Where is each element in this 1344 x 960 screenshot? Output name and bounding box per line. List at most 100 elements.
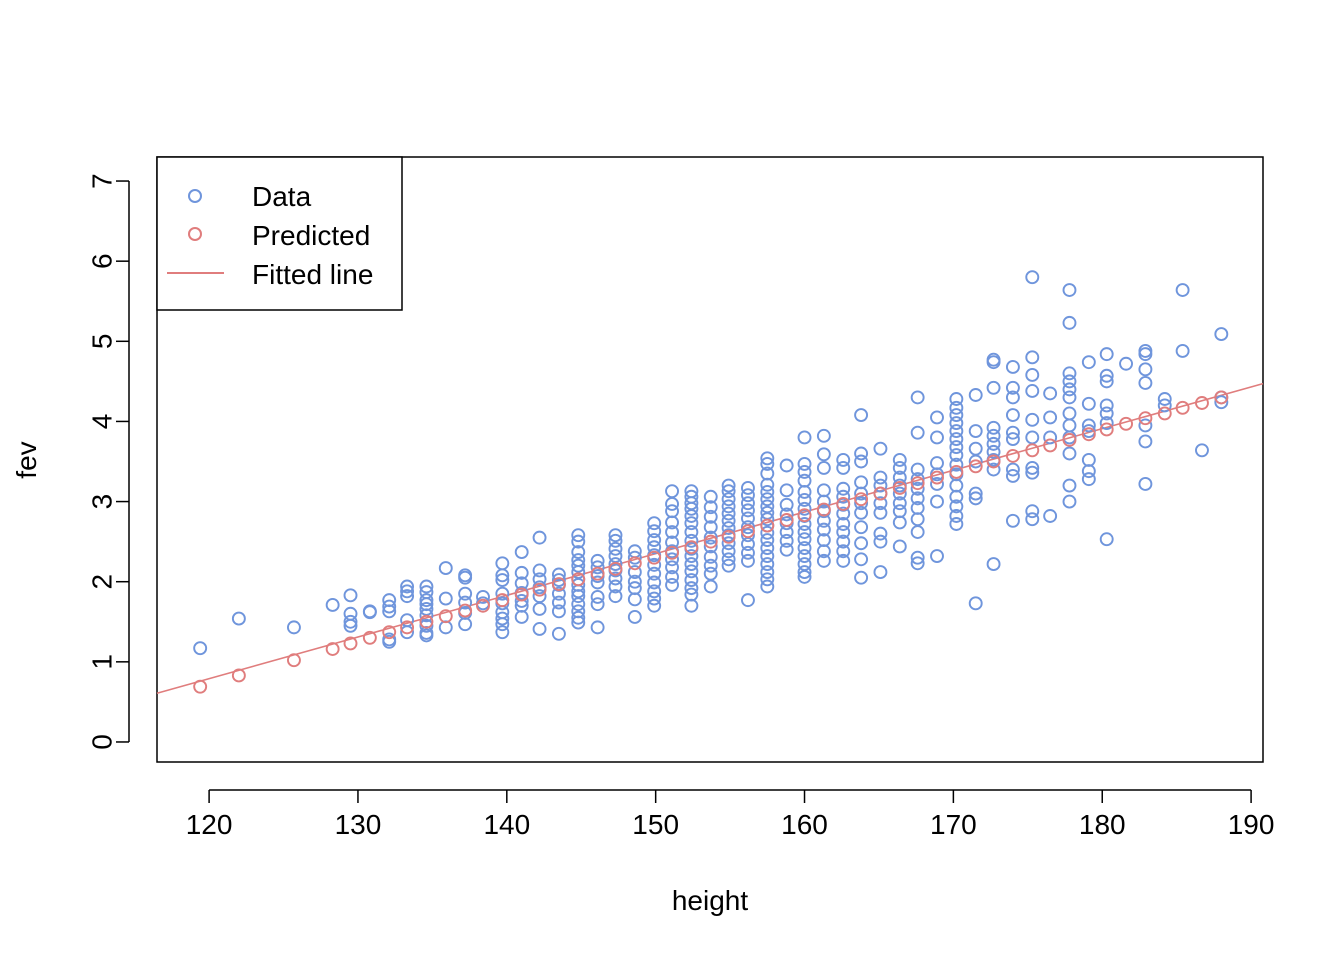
data-point — [854, 496, 869, 511]
data-point — [684, 581, 699, 596]
predicted-point — [193, 679, 208, 694]
predicted-point — [627, 556, 642, 571]
predicted-point — [571, 572, 586, 587]
data-point — [892, 496, 907, 511]
data-point — [1157, 398, 1172, 413]
data-point — [816, 494, 831, 509]
data-point — [647, 533, 662, 547]
data-point — [986, 355, 1001, 370]
data-point — [590, 575, 605, 590]
data-point — [647, 557, 662, 572]
data-point — [968, 486, 983, 501]
predicted-point — [949, 464, 964, 479]
data-point — [1062, 446, 1077, 461]
predicted-point — [325, 642, 340, 656]
data-point — [684, 598, 699, 613]
data-point — [665, 504, 679, 519]
y-tick-label: 3 — [86, 494, 117, 510]
data-point — [343, 588, 358, 603]
data-point — [760, 485, 775, 499]
data-point — [665, 497, 679, 511]
data-point — [741, 545, 755, 560]
data-point — [665, 577, 679, 592]
data-point — [949, 509, 964, 523]
data-point — [910, 525, 925, 539]
data-point — [514, 545, 529, 560]
predicted-point — [495, 593, 510, 608]
data-point — [1157, 392, 1172, 406]
data-point — [1138, 347, 1153, 362]
y-tick-label: 6 — [86, 253, 117, 269]
predicted-point — [1025, 443, 1040, 458]
data-point — [608, 533, 623, 548]
data-point — [1062, 374, 1077, 389]
data-point — [854, 536, 869, 551]
fitted-line — [156, 382, 1264, 695]
data-point — [438, 620, 453, 635]
data-point — [608, 589, 623, 604]
data-point — [797, 473, 812, 488]
y-tick-label: 5 — [86, 334, 117, 350]
data-point — [1005, 468, 1020, 483]
data-point — [721, 492, 736, 507]
data-point — [382, 634, 397, 649]
predicted-point — [286, 653, 301, 668]
data-point — [949, 440, 964, 455]
data-point — [721, 506, 736, 521]
data-point — [873, 496, 888, 511]
data-point — [760, 549, 775, 564]
data-point — [721, 544, 736, 559]
data-point — [836, 553, 851, 568]
data-point — [836, 517, 851, 531]
data-point — [1005, 425, 1020, 440]
data-point — [721, 558, 736, 573]
predicted-point — [892, 480, 907, 495]
data-point — [627, 592, 642, 607]
data-point — [968, 596, 983, 611]
data-point — [854, 446, 869, 461]
data-point — [665, 515, 679, 530]
data-point — [873, 478, 888, 493]
predicted-point — [1062, 432, 1077, 447]
data-point — [1062, 283, 1077, 297]
data-point — [495, 573, 510, 588]
data-point — [816, 553, 831, 568]
y-tick-label: 0 — [86, 734, 117, 750]
data-point — [836, 534, 851, 549]
data-point — [703, 539, 718, 554]
data-point — [968, 441, 983, 456]
data-point — [873, 534, 888, 549]
y-tick-label: 2 — [86, 574, 117, 590]
data-point — [458, 595, 473, 610]
predicted-point — [684, 540, 699, 555]
predicted-point — [590, 566, 605, 581]
data-point — [419, 579, 434, 594]
data-point — [760, 525, 775, 540]
data-point — [797, 464, 812, 479]
data-point — [797, 485, 812, 499]
y-axis-title: fev — [11, 441, 42, 478]
x-axis-title: height — [672, 885, 749, 916]
predicted-point — [1119, 416, 1134, 431]
data-point — [797, 501, 812, 516]
data-point — [760, 579, 775, 594]
data-point — [1005, 432, 1020, 447]
data-point — [362, 605, 377, 620]
data-point — [797, 517, 812, 531]
data-point — [836, 506, 851, 521]
legend-data-label: Data — [252, 181, 312, 212]
data-point — [343, 618, 358, 633]
fitted-line-layer — [156, 382, 1264, 695]
data-point — [797, 525, 812, 539]
data-point — [986, 436, 1001, 451]
data-point — [1099, 398, 1114, 413]
data-point — [930, 410, 944, 425]
data-point — [873, 565, 888, 580]
data-point — [1138, 362, 1153, 377]
data-point — [1005, 390, 1020, 405]
data-point — [1099, 368, 1114, 383]
data-point — [703, 509, 718, 524]
data-point — [703, 500, 718, 515]
data-point — [986, 444, 1001, 459]
data-point — [836, 525, 851, 539]
